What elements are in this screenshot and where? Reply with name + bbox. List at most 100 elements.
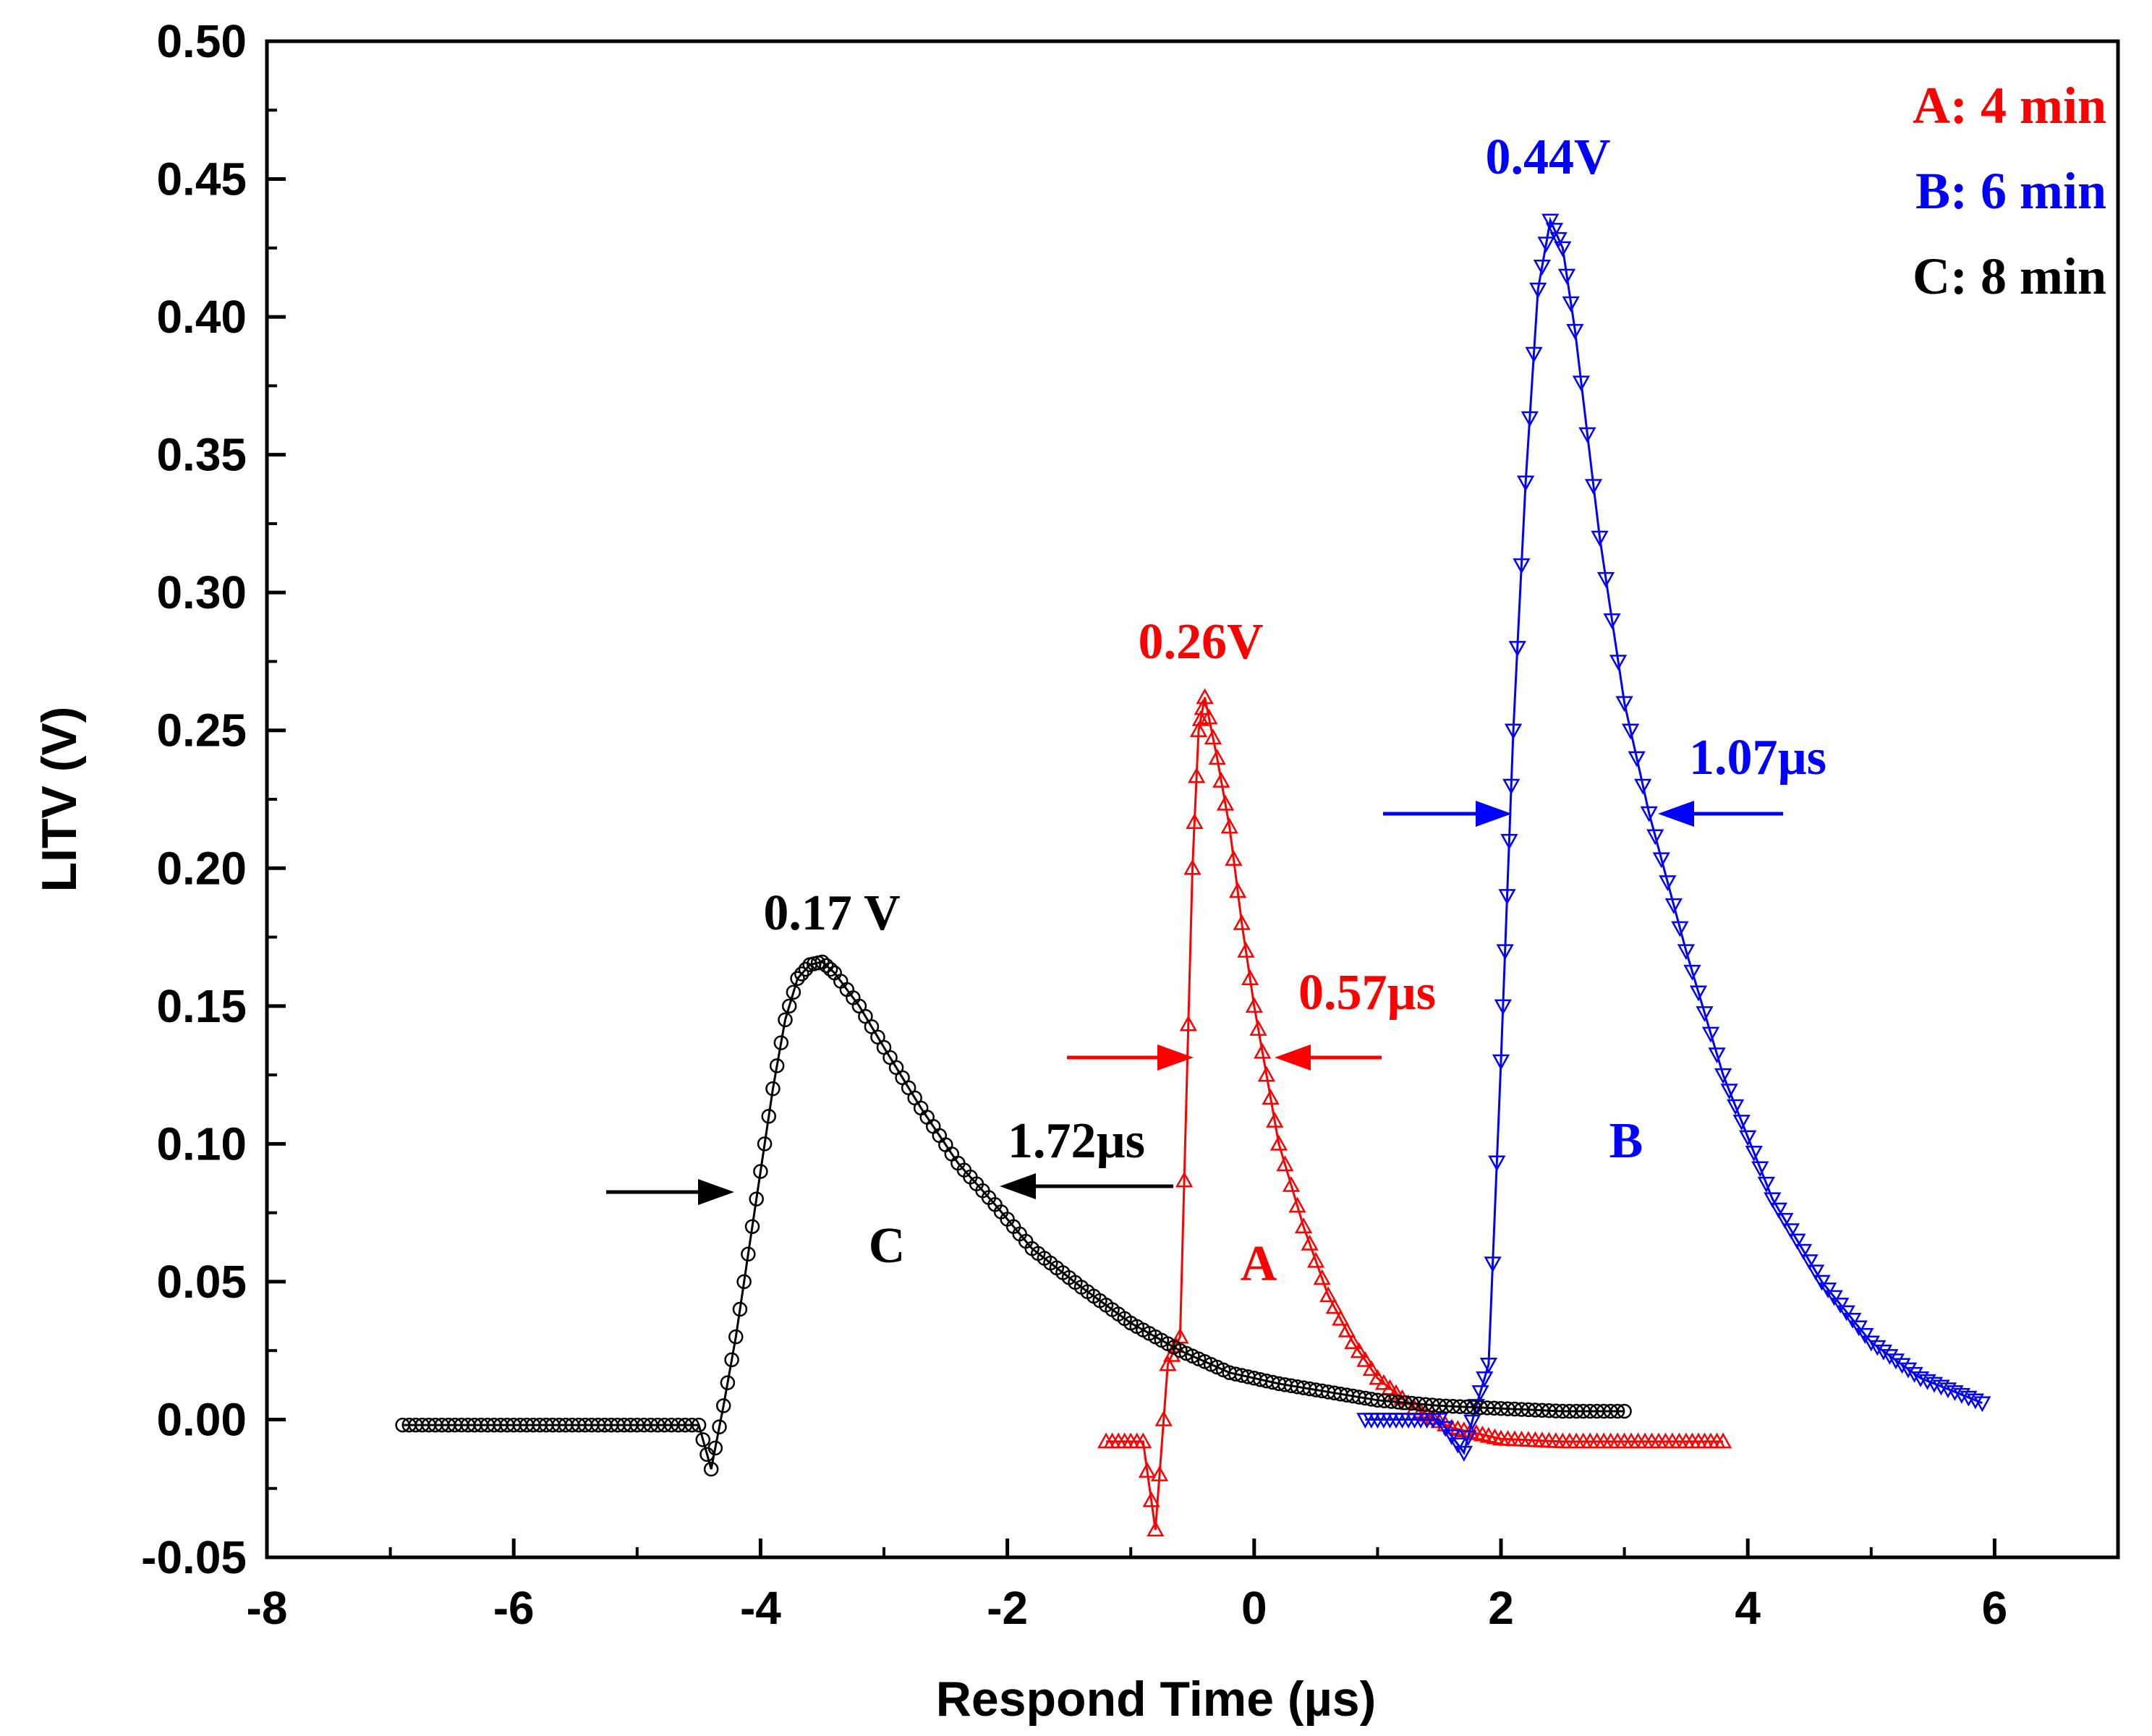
series-a-point — [1257, 1065, 1275, 1082]
series-b-point — [1825, 1290, 1843, 1306]
series-b-point — [1591, 530, 1609, 547]
x-axis-ticks: -8 -6 -4 -2 0 2 4 6 — [247, 1539, 2007, 1634]
series-a-point — [1189, 721, 1208, 737]
y-tick-label: -0.05 — [141, 1531, 247, 1583]
series-b-point — [1739, 1130, 1757, 1146]
series-b-point — [1525, 346, 1543, 363]
series-a-point — [1374, 1374, 1393, 1390]
series-a-letter: A — [1241, 1236, 1277, 1292]
series-c-point — [749, 1191, 764, 1207]
series-c-point — [728, 1329, 744, 1345]
series-b-point — [1488, 1155, 1506, 1172]
series-a-point — [1179, 1015, 1197, 1031]
series-a-point — [1288, 1196, 1306, 1213]
series-b-point — [1529, 282, 1547, 299]
y-tick-label: 0.10 — [156, 1118, 247, 1170]
series-b-point — [1622, 723, 1640, 740]
series-a-point — [1233, 914, 1251, 930]
series-a-point — [1344, 1333, 1362, 1349]
series-a-point — [1306, 1251, 1325, 1268]
x-tick-label: -4 — [740, 1582, 781, 1634]
series-b-point — [1484, 1256, 1502, 1273]
series-a-point — [1301, 1234, 1319, 1251]
series-b-point — [1918, 1374, 1936, 1390]
series-b-fwhm-label: 1.07µs — [1689, 730, 1826, 786]
series-b-point — [1899, 1362, 1918, 1379]
x-tick-label: 4 — [1735, 1582, 1761, 1634]
y-tick-label: 0.35 — [156, 429, 247, 481]
series-b-point — [1727, 1099, 1745, 1115]
series-b-point — [1572, 375, 1591, 392]
y-tick-label: 0.05 — [156, 1256, 247, 1308]
series-b-peak-label: 0.44V — [1485, 129, 1610, 185]
series-a-fwhm-arrows — [1067, 1044, 1382, 1071]
series-b-point — [1615, 696, 1633, 712]
series-a-point — [1204, 728, 1222, 745]
series-b-line — [1365, 216, 1983, 1455]
series-c-point — [695, 1432, 711, 1447]
series-b-point — [1554, 241, 1572, 258]
series-c-point — [741, 1246, 756, 1262]
series-a-point — [1175, 1171, 1194, 1188]
series-b-letter: B — [1609, 1113, 1643, 1169]
x-tick-label: 0 — [1241, 1582, 1267, 1634]
series-a-point — [1212, 772, 1230, 788]
series-a-point — [1154, 1410, 1173, 1426]
y-tick-label: 0.30 — [156, 566, 247, 618]
series-c-line — [402, 961, 1625, 1470]
series-a-point — [1241, 969, 1259, 985]
series-b-point — [1502, 778, 1521, 795]
x-axis-title: Respond Time (µs) — [936, 1672, 1376, 1727]
series-a-point — [1147, 1520, 1165, 1537]
series-a-point — [1387, 1384, 1405, 1400]
series-b-point — [1893, 1358, 1911, 1374]
series-b-point — [1498, 889, 1516, 905]
series-b-point — [1562, 296, 1580, 312]
series-b-point — [1939, 1382, 1957, 1399]
series-b-point — [1566, 323, 1584, 340]
series-a-point — [1171, 1327, 1189, 1344]
series-b-point — [1745, 1146, 1763, 1162]
series-b-point — [1689, 985, 1708, 1002]
series-a-point — [1220, 817, 1238, 834]
series-b-point — [1494, 999, 1512, 1016]
series-c-point — [765, 1081, 781, 1097]
series-c-point — [744, 1219, 760, 1234]
series-b-point — [1788, 1233, 1806, 1250]
series-c-point — [1617, 1403, 1632, 1419]
series-layer — [395, 213, 1991, 1537]
series-a-point — [1254, 1042, 1272, 1059]
series-c-point — [753, 1164, 768, 1179]
series-b-point — [1925, 1377, 1944, 1393]
series-b-fwhm-arrows — [1383, 801, 1783, 827]
x-tick-label: -8 — [247, 1582, 288, 1634]
series-c-point — [720, 1375, 736, 1390]
series-c-point — [736, 1274, 752, 1290]
series-b-point — [1720, 1084, 1738, 1100]
series-c-fwhm-label: 1.72µs — [1008, 1113, 1145, 1169]
series-b-point — [1513, 558, 1531, 574]
series-b-point — [1584, 479, 1603, 495]
series-a-point — [1362, 1360, 1380, 1377]
series-b-point — [1646, 829, 1664, 846]
series-b-point — [1764, 1192, 1782, 1209]
series-c-point — [786, 984, 801, 1000]
series-b-point — [1794, 1243, 1813, 1260]
series-a-point — [1194, 699, 1212, 715]
legend-c: C: 8 min — [1913, 247, 2106, 305]
series-b-point — [1696, 1006, 1714, 1022]
series-c-point — [707, 1440, 723, 1456]
series-b-point — [1911, 1371, 1930, 1387]
series-b-point — [1946, 1385, 1964, 1401]
series-b-point — [1449, 1437, 1467, 1454]
series-a-point — [1276, 1155, 1294, 1172]
series-b-point — [1683, 964, 1701, 981]
series-b — [1356, 213, 1991, 1462]
series-b-point — [1476, 1371, 1494, 1387]
series-b-point — [1500, 833, 1518, 850]
series-a-point — [1225, 849, 1243, 866]
series-c-point — [822, 961, 838, 977]
series-a-point — [1381, 1379, 1399, 1395]
series-b-point — [1541, 213, 1560, 230]
series-a-point — [1216, 794, 1235, 811]
